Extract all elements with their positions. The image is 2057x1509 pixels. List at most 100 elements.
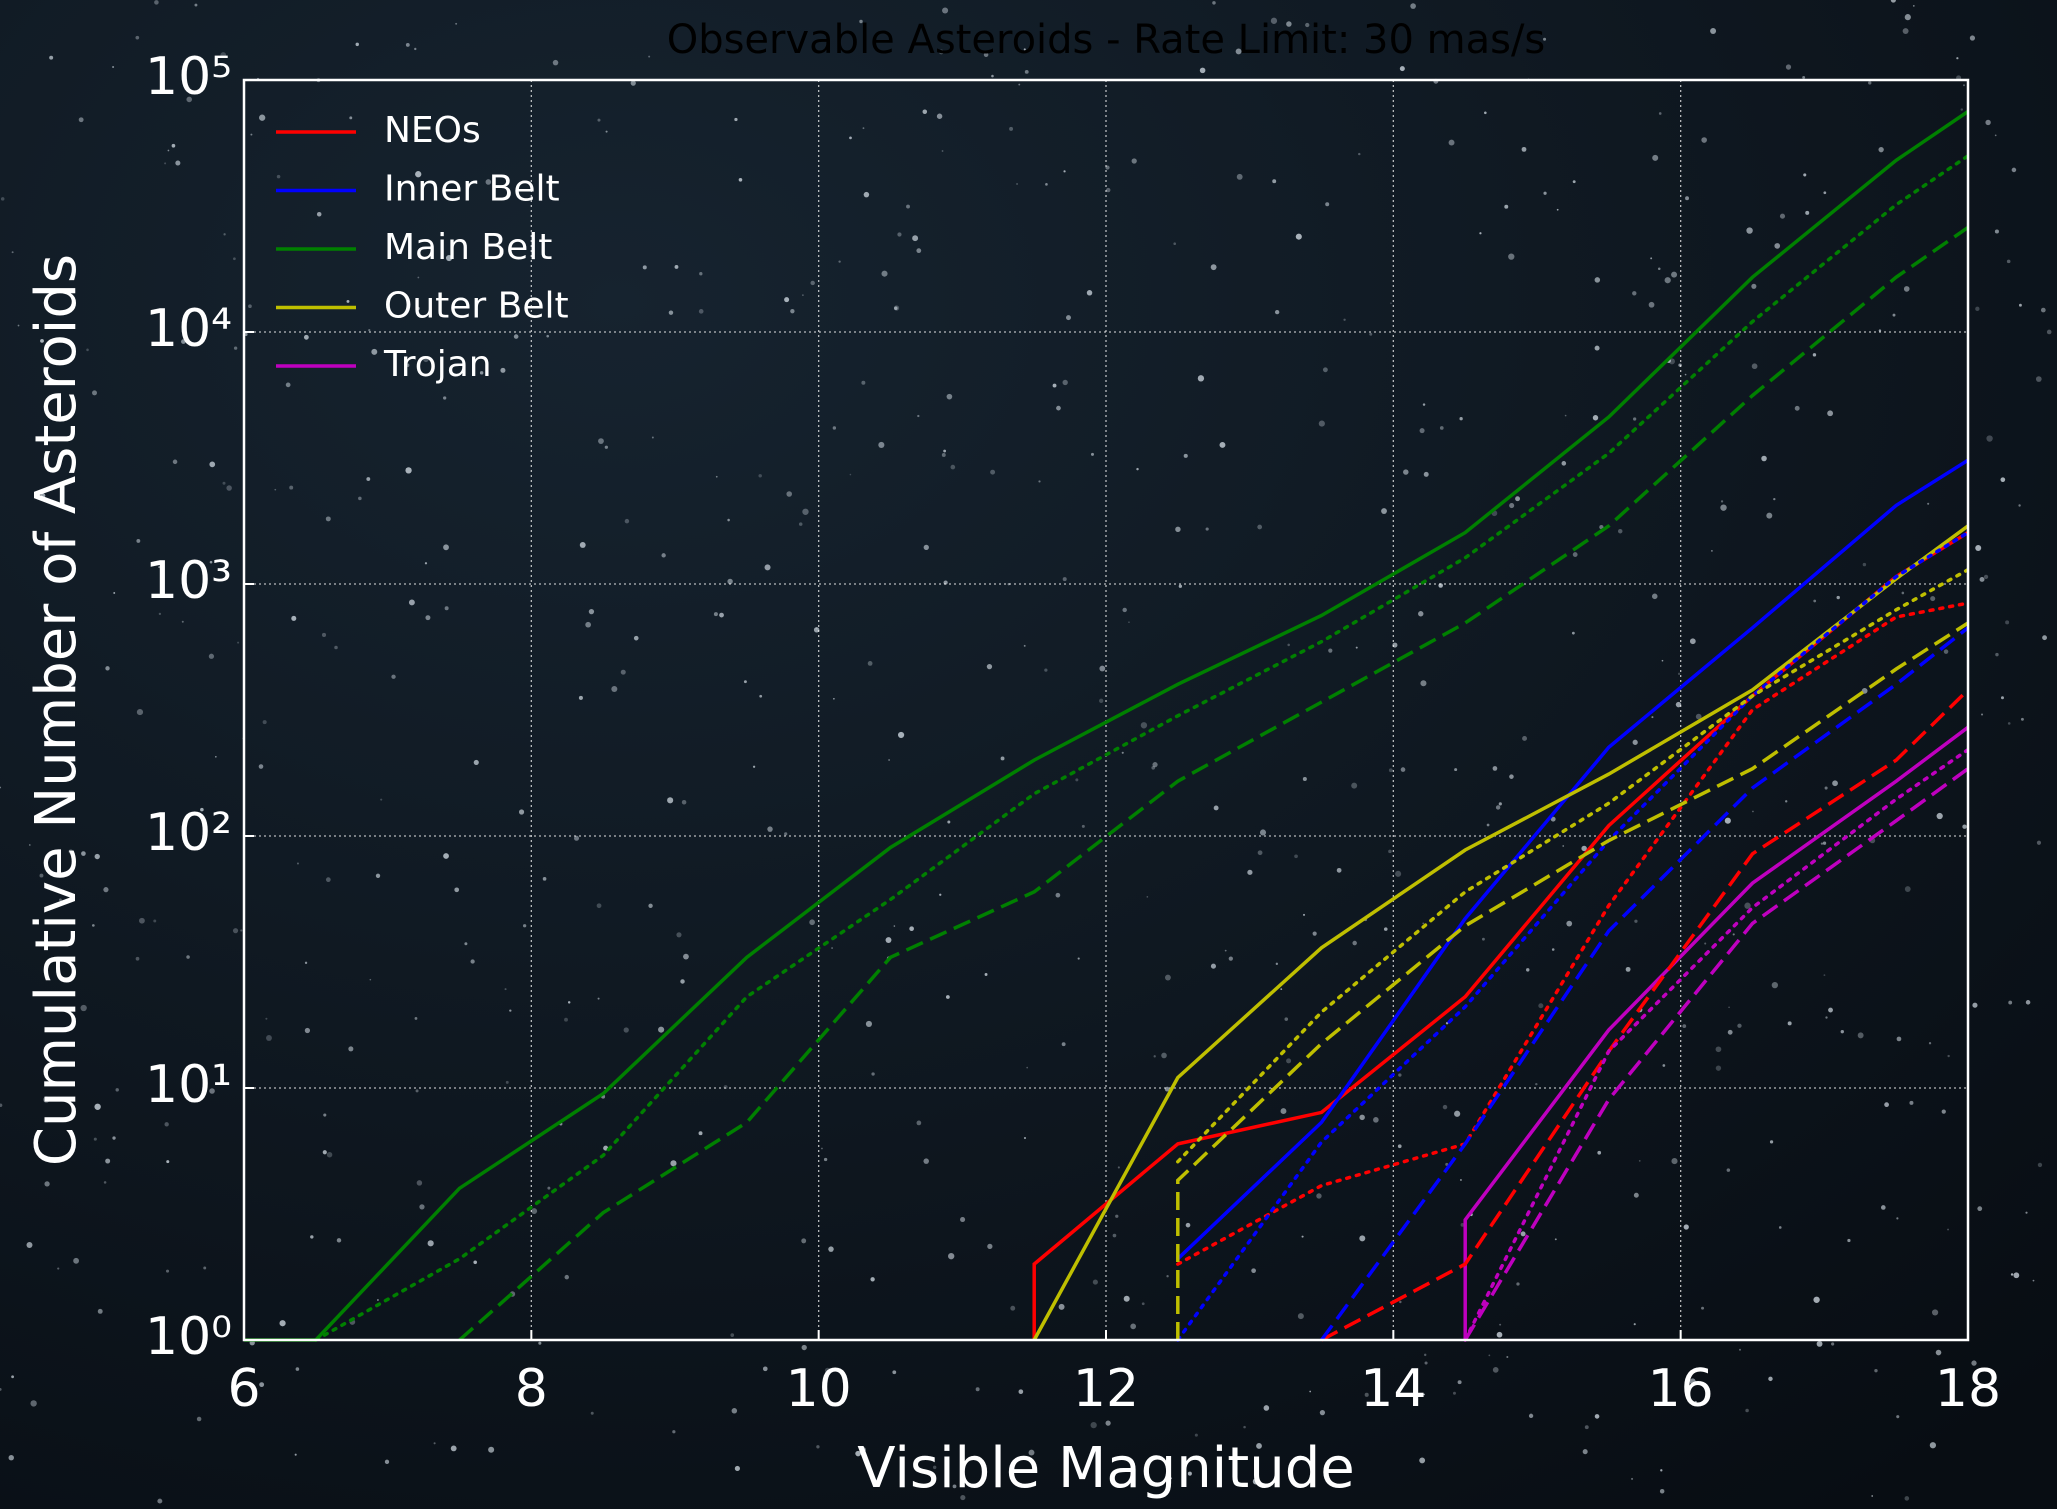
star — [327, 1152, 332, 1157]
star — [1832, 780, 1838, 786]
star — [1633, 417, 1636, 420]
star — [1296, 234, 1302, 240]
star — [2008, 1001, 2012, 1005]
star — [1381, 508, 1387, 514]
star — [1179, 585, 1182, 588]
star — [1152, 762, 1157, 767]
star — [1526, 968, 1529, 971]
star — [2033, 1280, 2035, 1282]
star — [942, 453, 946, 457]
star — [1369, 333, 1372, 336]
star — [1733, 933, 1735, 935]
star — [1130, 1324, 1136, 1330]
star — [976, 1387, 980, 1391]
star — [1325, 202, 1329, 206]
star — [1220, 442, 1226, 448]
star — [1264, 1405, 1270, 1411]
star — [11, 1375, 14, 1378]
star — [1813, 353, 1816, 356]
chart-title: Observable Asteroids - Rate Limit: 30 ma… — [667, 17, 1546, 63]
star — [1087, 290, 1092, 295]
star — [488, 1447, 494, 1453]
star — [881, 271, 887, 277]
star — [164, 162, 166, 164]
star — [1972, 1003, 1977, 1008]
star — [1929, 1042, 1931, 1044]
star — [366, 477, 370, 481]
star — [565, 1275, 569, 1279]
star — [868, 661, 873, 666]
star — [1093, 1280, 1098, 1285]
star — [1420, 428, 1425, 433]
star — [286, 382, 291, 387]
star — [358, 497, 362, 501]
star — [758, 474, 761, 477]
star — [1975, 545, 1981, 551]
star — [1825, 1016, 1827, 1018]
star — [323, 1150, 327, 1154]
star — [923, 1158, 929, 1164]
star — [265, 1018, 267, 1020]
star — [1684, 1224, 1689, 1229]
star — [1309, 1391, 1311, 1393]
star — [1124, 1296, 1130, 1302]
star — [1618, 529, 1622, 533]
x-tick-label: 6 — [227, 1359, 260, 1419]
star — [1847, 1239, 1850, 1242]
star — [1497, 1332, 1503, 1338]
star — [505, 988, 507, 990]
star — [1247, 870, 1252, 875]
star — [1484, 111, 1487, 114]
star — [1173, 242, 1176, 245]
star — [337, 1238, 341, 1242]
star — [1863, 563, 1866, 566]
star — [699, 272, 702, 275]
star — [1752, 811, 1754, 813]
star — [784, 297, 789, 302]
star — [1660, 1469, 1662, 1471]
star — [1272, 179, 1276, 183]
star — [759, 695, 762, 698]
star — [1132, 158, 1137, 163]
star — [223, 482, 226, 485]
star — [821, 1148, 823, 1150]
star — [1805, 211, 1809, 215]
star — [948, 1253, 954, 1259]
star — [942, 150, 944, 152]
star — [95, 854, 100, 859]
star — [894, 307, 898, 311]
star — [648, 56, 650, 58]
star — [159, 613, 161, 615]
star — [816, 1445, 819, 1448]
star — [1650, 257, 1652, 259]
star — [784, 832, 787, 835]
star — [1059, 1304, 1065, 1310]
star — [1858, 1032, 1864, 1038]
star — [1136, 468, 1138, 470]
star — [1440, 426, 1444, 430]
star — [1927, 503, 1929, 505]
star — [263, 720, 267, 724]
star — [105, 1159, 110, 1164]
star — [923, 109, 928, 114]
y-tick-label: 10⁵ — [145, 47, 232, 107]
star — [1091, 453, 1094, 456]
star — [809, 919, 815, 925]
star — [1186, 1223, 1191, 1228]
star — [621, 670, 626, 675]
star — [606, 131, 608, 133]
star — [1243, 1426, 1246, 1429]
star — [1529, 1414, 1533, 1418]
star — [553, 60, 559, 66]
star — [1936, 1350, 1942, 1356]
star — [347, 300, 350, 303]
star — [605, 446, 608, 449]
star — [175, 160, 180, 165]
star — [1728, 1030, 1733, 1035]
star — [924, 545, 929, 550]
star — [667, 797, 673, 803]
star — [92, 924, 95, 927]
star — [611, 686, 617, 692]
star — [947, 394, 953, 400]
star — [1493, 766, 1498, 771]
